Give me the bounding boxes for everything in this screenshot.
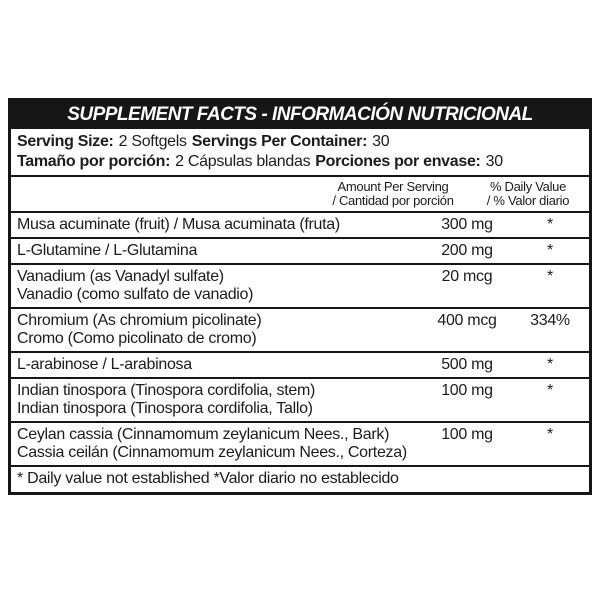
- ingredient-name: Chromium (As chromium picolinate) Cromo …: [11, 312, 423, 348]
- table-row-musa-acuminate: Musa acuminate (fruit) / Musa acuminata …: [11, 213, 589, 239]
- amount-value: 300 mg: [441, 216, 493, 233]
- column-headers: Amount Per Serving / Cantidad por porció…: [11, 177, 589, 213]
- panel-title-bar: SUPPLEMENT FACTS - INFORMACIÓN NUTRICION…: [11, 101, 589, 130]
- daily-value: *: [547, 426, 553, 443]
- amount-value: 200 mg: [441, 242, 493, 259]
- daily-value: *: [547, 356, 553, 373]
- table-row-l-arabinose: L-arabinose / L-arabinosa 500 mg *: [11, 353, 589, 379]
- serving-size-value-es: 2 Cápsulas blandas: [175, 153, 311, 170]
- serving-size-value-en: 2 Softgels: [118, 133, 187, 150]
- ingredient-name-line: Indian tinospora (Tinospora cordifolia, …: [17, 400, 313, 417]
- ingredient-name-line: Chromium (As chromium picolinate): [17, 312, 262, 329]
- amount-value: 500 mg: [441, 356, 493, 373]
- servings-per-container-value-es: 30: [485, 153, 504, 170]
- servings-per-container-value-en: 30: [372, 133, 390, 150]
- amount-value: 100 mg: [441, 382, 493, 399]
- amount-header-line2: / Cantidad por porción: [332, 193, 454, 208]
- ingredient-name-line: Musa acuminate (fruit) / Musa acuminata …: [17, 216, 340, 233]
- amount-value: 400 mcg: [437, 312, 497, 329]
- daily-value: 334%: [530, 312, 570, 329]
- daily-value: *: [547, 382, 553, 399]
- serving-size-label-en: Serving Size:: [17, 133, 114, 150]
- ingredient-name-line: Cassia ceilán (Cinnamomum zeylanicum Nee…: [17, 444, 407, 461]
- serving-line-en: Serving Size: 2 Softgels Servings Per Cont…: [17, 132, 583, 152]
- ingredient-name-line: Indian tinospora (Tinospora cordifolia, …: [17, 382, 316, 399]
- daily-value: *: [547, 268, 553, 285]
- ingredient-name: Musa acuminate (fruit) / Musa acuminata …: [11, 216, 423, 234]
- servings-per-container-label-en: Servings Per Container:: [191, 133, 368, 150]
- table-row-vanadium: Vanadium (as Vanadyl sulfate) Vanadio (c…: [11, 265, 589, 309]
- amount-value: 100 mg: [441, 426, 493, 443]
- daily-value: *: [547, 216, 553, 233]
- amount-header-line1: Amount Per Serving: [337, 179, 449, 194]
- serving-size-label-es: Tamaño por porción:: [17, 153, 171, 170]
- ingredient-name: L-Glutamine / L-Glutamina: [11, 242, 423, 260]
- table-row-l-glutamine: L-Glutamine / L-Glutamina 200 mg *: [11, 239, 589, 265]
- ingredient-name-line: Vanadium (as Vanadyl sulfate): [17, 268, 224, 285]
- table-row-chromium: Chromium (As chromium picolinate) Cromo …: [11, 309, 589, 353]
- ingredient-name: Vanadium (as Vanadyl sulfate) Vanadio (c…: [11, 268, 423, 304]
- ingredient-name-line: Cromo (Como picolinato de cromo): [17, 330, 257, 347]
- amount-value: 20 mcg: [441, 268, 493, 285]
- serving-info: Serving Size: 2 Softgels Servings Per Cont…: [11, 130, 589, 177]
- ingredient-name-line: L-arabinose / L-arabinosa: [17, 356, 192, 373]
- daily-value-footnote: * Daily value not established *Valor dia…: [17, 470, 399, 487]
- daily-value-column-header: % Daily Value / % Valor diario: [469, 180, 587, 208]
- serving-line-es: Tamaño por porción: 2 Cápsulas blandas Por…: [17, 152, 583, 172]
- servings-per-container-label-es: Porciones por envase:: [315, 153, 481, 170]
- amount-column-header: Amount Per Serving / Cantidad por porció…: [317, 180, 469, 208]
- daily-value: *: [547, 242, 553, 259]
- ingredient-name-line: Ceylan cassia (Cinnamomum zeylanicum Nee…: [17, 426, 390, 443]
- ingredient-name: L-arabinose / L-arabinosa: [11, 356, 423, 374]
- ingredient-name-line: Vanadio (como sulfato de vanadio): [17, 286, 254, 303]
- table-row-ceylan-cassia: Ceylan cassia (Cinnamomum zeylanicum Nee…: [11, 423, 589, 467]
- ingredient-name-line: L-Glutamine / L-Glutamina: [17, 242, 198, 259]
- table-row-indian-tinospora: Indian tinospora (Tinospora cordifolia, …: [11, 379, 589, 423]
- supplement-facts-panel: SUPPLEMENT FACTS - INFORMACIÓN NUTRICION…: [8, 98, 592, 495]
- daily-value-header-line1: % Daily Value: [489, 179, 567, 194]
- panel-title: SUPPLEMENT FACTS - INFORMACIÓN NUTRICION…: [67, 104, 533, 125]
- ingredient-name: Indian tinospora (Tinospora cordifolia, …: [11, 382, 423, 418]
- ingredient-name: Ceylan cassia (Cinnamomum zeylanicum Nee…: [11, 426, 423, 462]
- daily-value-header-line2: / % Valor diario: [486, 193, 570, 208]
